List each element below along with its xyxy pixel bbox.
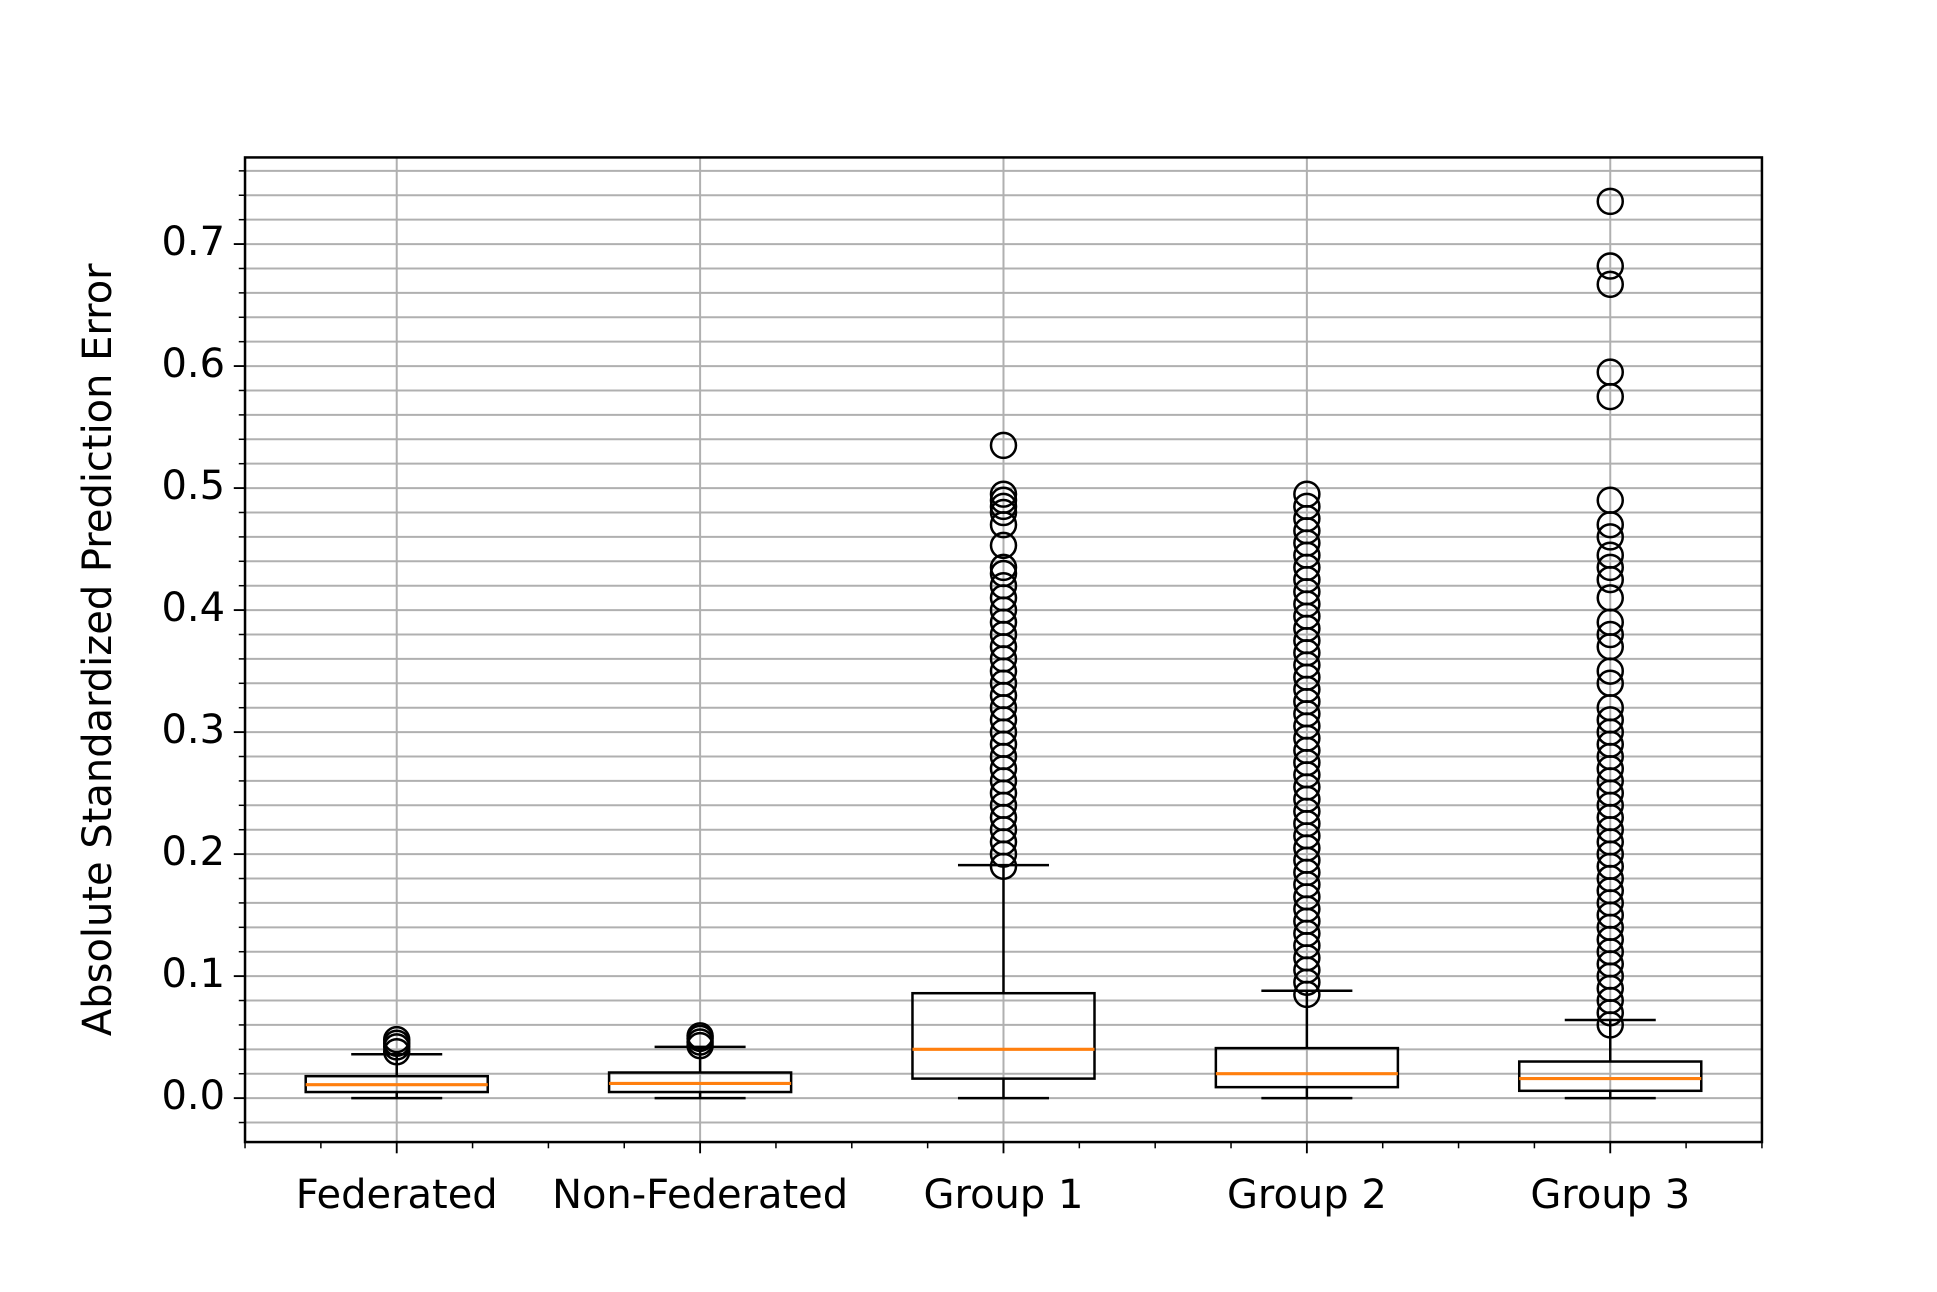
flier [989, 480, 1018, 508]
y-tick-label: 0.0 [161, 1073, 225, 1119]
y-tick-label: 0.7 [161, 219, 225, 265]
y-tick-label: 0.1 [161, 951, 225, 997]
x-tick-label: Group 3 [1530, 1172, 1690, 1218]
x-tick-label: Federated [296, 1172, 498, 1218]
flier [1596, 706, 1624, 734]
flier [1293, 480, 1321, 508]
box [1517, 1060, 1703, 1093]
flier [1596, 669, 1624, 698]
y-tick-label: 0.4 [161, 585, 225, 631]
flier [1596, 486, 1624, 515]
flier [989, 492, 1018, 521]
flier [1293, 492, 1321, 521]
flier [989, 531, 1018, 560]
flier [382, 1025, 411, 1054]
box [1214, 1046, 1400, 1089]
flier [989, 431, 1018, 460]
flier [686, 1022, 714, 1050]
flier [1596, 187, 1624, 216]
flier [989, 571, 1018, 600]
flier [1596, 270, 1624, 299]
flier [1596, 584, 1624, 612]
y-tick-label: 0.3 [161, 707, 225, 753]
x-tick-label: Group 2 [1227, 1172, 1387, 1218]
flier [989, 498, 1018, 527]
box [911, 991, 1096, 1080]
y-tick-label: 0.5 [161, 463, 225, 509]
x-tick-label: Group 1 [924, 1172, 1084, 1218]
flier [1596, 252, 1624, 280]
flier [1596, 553, 1624, 582]
flier [1596, 523, 1624, 551]
flier [1596, 541, 1624, 569]
flier [989, 486, 1018, 515]
flier [989, 559, 1018, 588]
y-axis-label: Absolute Standardized Prediction Error [75, 263, 121, 1036]
flier [1596, 620, 1624, 649]
y-tick-label: 0.2 [161, 829, 225, 875]
flier [989, 553, 1018, 582]
y-tick-label: 0.6 [161, 341, 225, 387]
x-tick-label: Non-Federated [552, 1172, 848, 1218]
plot-frame [243, 156, 1764, 1144]
flier [1596, 358, 1624, 386]
